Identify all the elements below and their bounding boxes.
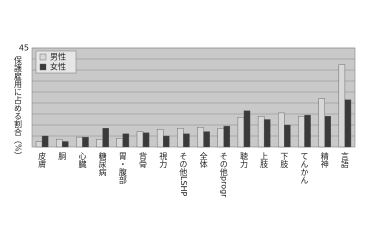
bar <box>122 133 130 148</box>
x-tick-label: 糖尿病 <box>98 151 107 177</box>
y-axis-label: 保護雇用に占める割合（%） <box>14 55 23 160</box>
bar <box>257 115 265 148</box>
bar <box>41 135 49 148</box>
bar <box>263 119 271 148</box>
bar <box>156 129 164 148</box>
x-tick-label: 聴力 <box>239 151 248 169</box>
bar <box>284 124 291 148</box>
bar <box>344 99 352 148</box>
bar <box>203 131 210 148</box>
legend-swatch <box>39 63 47 71</box>
bar <box>177 128 184 148</box>
x-tick-label: 全体 <box>199 151 208 169</box>
bar <box>183 133 190 148</box>
bar <box>116 137 124 148</box>
bar <box>217 128 224 148</box>
x-tick-label: 上肢 <box>260 152 269 169</box>
x-tick-label: 下肢 <box>280 152 289 169</box>
bar <box>96 139 103 148</box>
bar <box>62 141 69 148</box>
x-tick-label: てんかん <box>300 152 309 184</box>
bar <box>243 110 251 148</box>
bar <box>237 117 245 148</box>
bar <box>102 128 109 148</box>
x-tick-label: 精神 <box>320 151 329 169</box>
bar <box>304 114 311 148</box>
bar <box>35 141 43 148</box>
x-tick-label: 皮膚 <box>38 151 47 169</box>
bar <box>324 115 331 148</box>
bar <box>56 139 63 148</box>
x-tick-label: その他progr <box>219 152 228 198</box>
bar <box>298 115 305 148</box>
x-tick-label: その他LSHP <box>179 152 188 197</box>
x-tick-label: 背骨 <box>139 151 148 168</box>
bar <box>223 125 231 148</box>
bar <box>136 131 144 148</box>
bar <box>76 136 83 148</box>
bar <box>142 132 150 148</box>
x-tick-label: 言語 <box>340 151 349 169</box>
bar <box>197 126 204 148</box>
x-tick-label: 胴 <box>58 152 67 161</box>
bar <box>338 64 346 148</box>
legend-label: 女性 <box>50 62 66 72</box>
x-tick-label: 胃・腹部 <box>118 152 127 185</box>
x-tick-label: 視力 <box>159 152 168 169</box>
legend-label: 男性 <box>50 52 66 62</box>
bar <box>163 135 170 148</box>
y-tick-label: 45 <box>19 44 29 53</box>
x-tick-label: 心臓 <box>78 152 87 169</box>
bar <box>278 112 285 148</box>
bar <box>318 98 325 148</box>
bar <box>82 136 89 148</box>
legend-swatch <box>39 53 47 61</box>
